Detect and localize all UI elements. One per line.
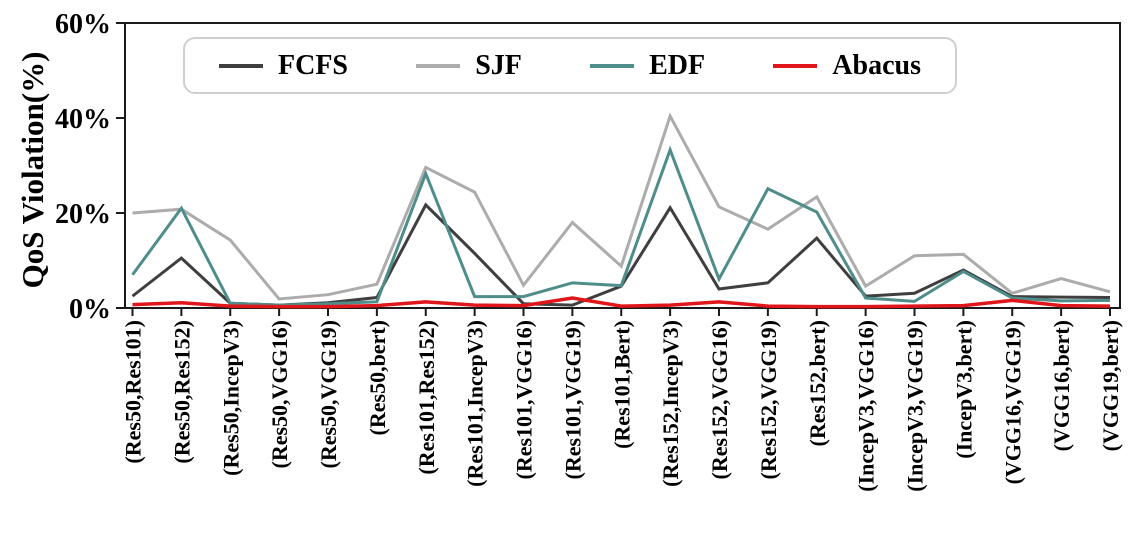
legend-label-abacus: Abacus [832,49,921,81]
legend-item-sjf: SJF [416,50,522,82]
x-tick-label: (VGG16,VGG19) [1000,320,1025,484]
x-tick-label: (Res50,bert) [365,320,390,435]
series-line-sjf [132,112,1111,301]
y-tick-label: 40% [55,104,111,135]
x-tick-label: (Res101,Bert) [609,320,634,449]
series-line-abacus [132,296,1111,309]
x-tick-label: (Res50,Res152) [169,320,194,464]
legend-label-sjf: SJF [475,49,522,81]
legend-item-fcfs: FCFS [219,50,348,82]
x-tick-label: (IncepV3,bert) [951,320,976,459]
x-tick-label: (Res50,IncepV3) [218,320,243,476]
x-tick-label: (IncepV3,VGG16) [854,320,879,492]
legend-swatch-fcfs [219,63,263,68]
x-tick-label: (IncepV3,VGG19) [903,320,928,492]
x-tick-label: (Res50,VGG16) [267,320,292,468]
x-tick-label: (Res152,IncepV3) [658,320,683,487]
y-tick-label: 20% [55,199,111,230]
legend-swatch-sjf [416,63,461,68]
x-tick-label: (Res101,Res152) [414,320,439,475]
y-tick-label: 0% [69,294,111,325]
plot-frame [124,22,1121,309]
legend-label-edf: EDF [649,49,706,81]
x-tick-label: (Res152,bert) [805,320,830,446]
legend-label-fcfs: FCFS [278,49,348,81]
x-tick-label: (Res152,VGG16) [707,320,732,479]
legend-swatch-edf [590,63,635,68]
x-tick-label: (Res101,VGG16) [512,320,537,479]
x-tick-label: (VGG19,bert) [1098,320,1123,451]
series-line-edf [131,145,1111,307]
x-tick-label: (Res50,VGG19) [316,320,341,468]
legend-item-abacus: Abacus [773,50,921,82]
chart-legend: FCFS SJF EDF Abacus [183,37,957,94]
legend-swatch-abacus [773,63,818,68]
x-tick-label: (Res152,VGG19) [756,320,781,479]
legend-item-edf: EDF [590,50,705,82]
y-axis-title: QoS Violation(%) [15,51,50,289]
x-tick-label: (Res50,Res101) [121,320,146,464]
y-tick-label: 60% [55,9,111,40]
x-tick-label: (Res101,VGG19) [560,320,585,479]
x-tick-label: (Res101,IncepV3) [463,320,488,487]
x-tick-label: (VGG16,bert) [1049,320,1074,451]
